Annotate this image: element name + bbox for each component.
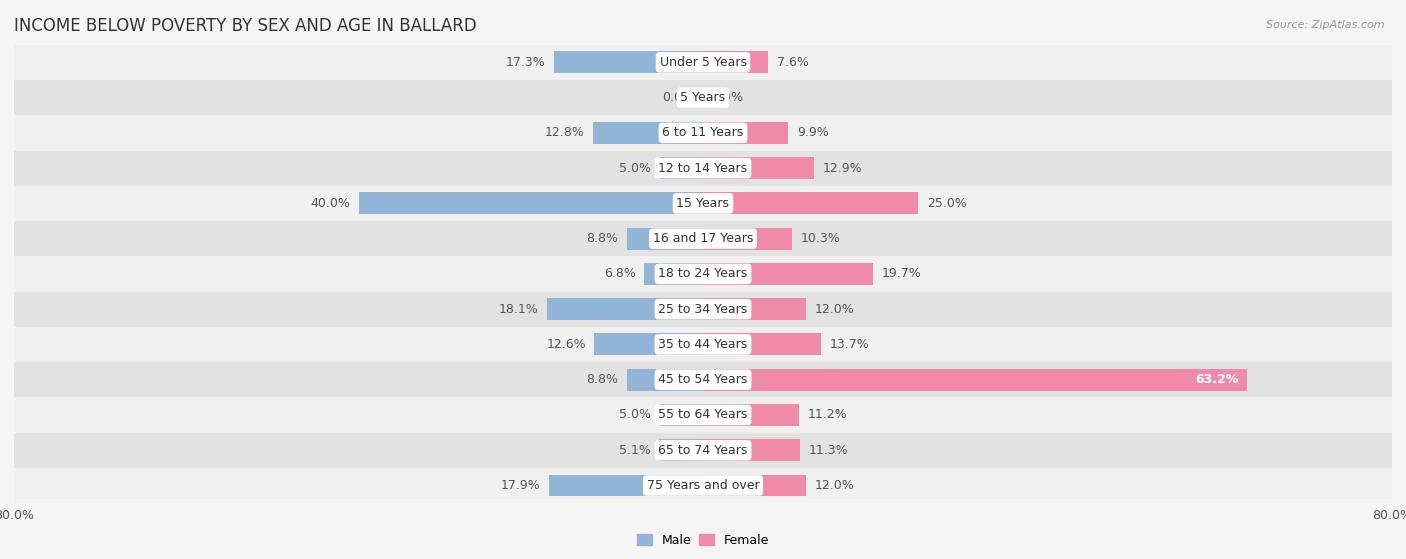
Text: 12.6%: 12.6% (547, 338, 586, 351)
Text: 17.3%: 17.3% (506, 56, 546, 69)
Text: 12.0%: 12.0% (815, 479, 855, 492)
Text: 12.0%: 12.0% (815, 302, 855, 316)
Text: 5.0%: 5.0% (619, 409, 651, 421)
Text: 12.9%: 12.9% (823, 162, 862, 174)
Bar (703, 299, 807, 320)
Bar (659, 404, 703, 426)
Text: 10.3%: 10.3% (800, 232, 839, 245)
Bar (703, 404, 800, 426)
Text: 45 to 54 Years: 45 to 54 Years (658, 373, 748, 386)
Text: Under 5 Years: Under 5 Years (659, 56, 747, 69)
Text: 15 Years: 15 Years (676, 197, 730, 210)
Bar (14, 362, 1392, 397)
Bar (593, 122, 703, 144)
Text: 13.7%: 13.7% (830, 338, 869, 351)
Bar (14, 150, 1392, 186)
Bar (14, 115, 1392, 150)
Text: 18.1%: 18.1% (499, 302, 538, 316)
Bar (548, 475, 703, 496)
Bar (703, 51, 769, 73)
Text: 11.2%: 11.2% (808, 409, 848, 421)
Bar (703, 263, 873, 285)
Bar (659, 157, 703, 179)
Text: 25.0%: 25.0% (927, 197, 967, 210)
Bar (627, 228, 703, 249)
Text: 16 and 17 Years: 16 and 17 Years (652, 232, 754, 245)
Bar (659, 439, 703, 461)
Bar (627, 369, 703, 391)
Text: 25 to 34 Years: 25 to 34 Years (658, 302, 748, 316)
Text: 12 to 14 Years: 12 to 14 Years (658, 162, 748, 174)
Bar (703, 334, 821, 356)
Bar (595, 334, 703, 356)
Bar (703, 475, 807, 496)
Text: 5.1%: 5.1% (619, 444, 651, 457)
Bar (703, 192, 918, 214)
Text: 18 to 24 Years: 18 to 24 Years (658, 267, 748, 281)
Bar (14, 45, 1392, 80)
Bar (14, 80, 1392, 115)
Text: 40.0%: 40.0% (311, 197, 350, 210)
Text: 75 Years and over: 75 Years and over (647, 479, 759, 492)
Text: 7.6%: 7.6% (778, 56, 808, 69)
Bar (14, 397, 1392, 433)
Text: 35 to 44 Years: 35 to 44 Years (658, 338, 748, 351)
Bar (703, 228, 792, 249)
Text: 6.8%: 6.8% (605, 267, 636, 281)
Text: 55 to 64 Years: 55 to 64 Years (658, 409, 748, 421)
Text: 9.9%: 9.9% (797, 126, 828, 139)
Text: 65 to 74 Years: 65 to 74 Years (658, 444, 748, 457)
Bar (703, 122, 789, 144)
Bar (14, 256, 1392, 292)
Text: 17.9%: 17.9% (501, 479, 540, 492)
Bar (14, 292, 1392, 327)
Bar (14, 327, 1392, 362)
Text: 0.0%: 0.0% (662, 91, 695, 104)
Text: 8.8%: 8.8% (586, 232, 619, 245)
Text: 6 to 11 Years: 6 to 11 Years (662, 126, 744, 139)
Legend: Male, Female: Male, Female (631, 529, 775, 552)
Bar (703, 157, 814, 179)
Text: 5 Years: 5 Years (681, 91, 725, 104)
Text: INCOME BELOW POVERTY BY SEX AND AGE IN BALLARD: INCOME BELOW POVERTY BY SEX AND AGE IN B… (14, 17, 477, 35)
Text: 5.0%: 5.0% (619, 162, 651, 174)
Text: 19.7%: 19.7% (882, 267, 921, 281)
Bar (14, 468, 1392, 503)
Bar (14, 221, 1392, 256)
Text: 0.0%: 0.0% (711, 91, 744, 104)
Text: 63.2%: 63.2% (1195, 373, 1239, 386)
Text: 8.8%: 8.8% (586, 373, 619, 386)
Bar (703, 439, 800, 461)
Bar (14, 186, 1392, 221)
Bar (359, 192, 703, 214)
Bar (547, 299, 703, 320)
Bar (14, 433, 1392, 468)
Bar (644, 263, 703, 285)
Bar (554, 51, 703, 73)
Text: 11.3%: 11.3% (808, 444, 849, 457)
Text: Source: ZipAtlas.com: Source: ZipAtlas.com (1267, 20, 1385, 30)
Bar (703, 369, 1247, 391)
Text: 12.8%: 12.8% (544, 126, 583, 139)
